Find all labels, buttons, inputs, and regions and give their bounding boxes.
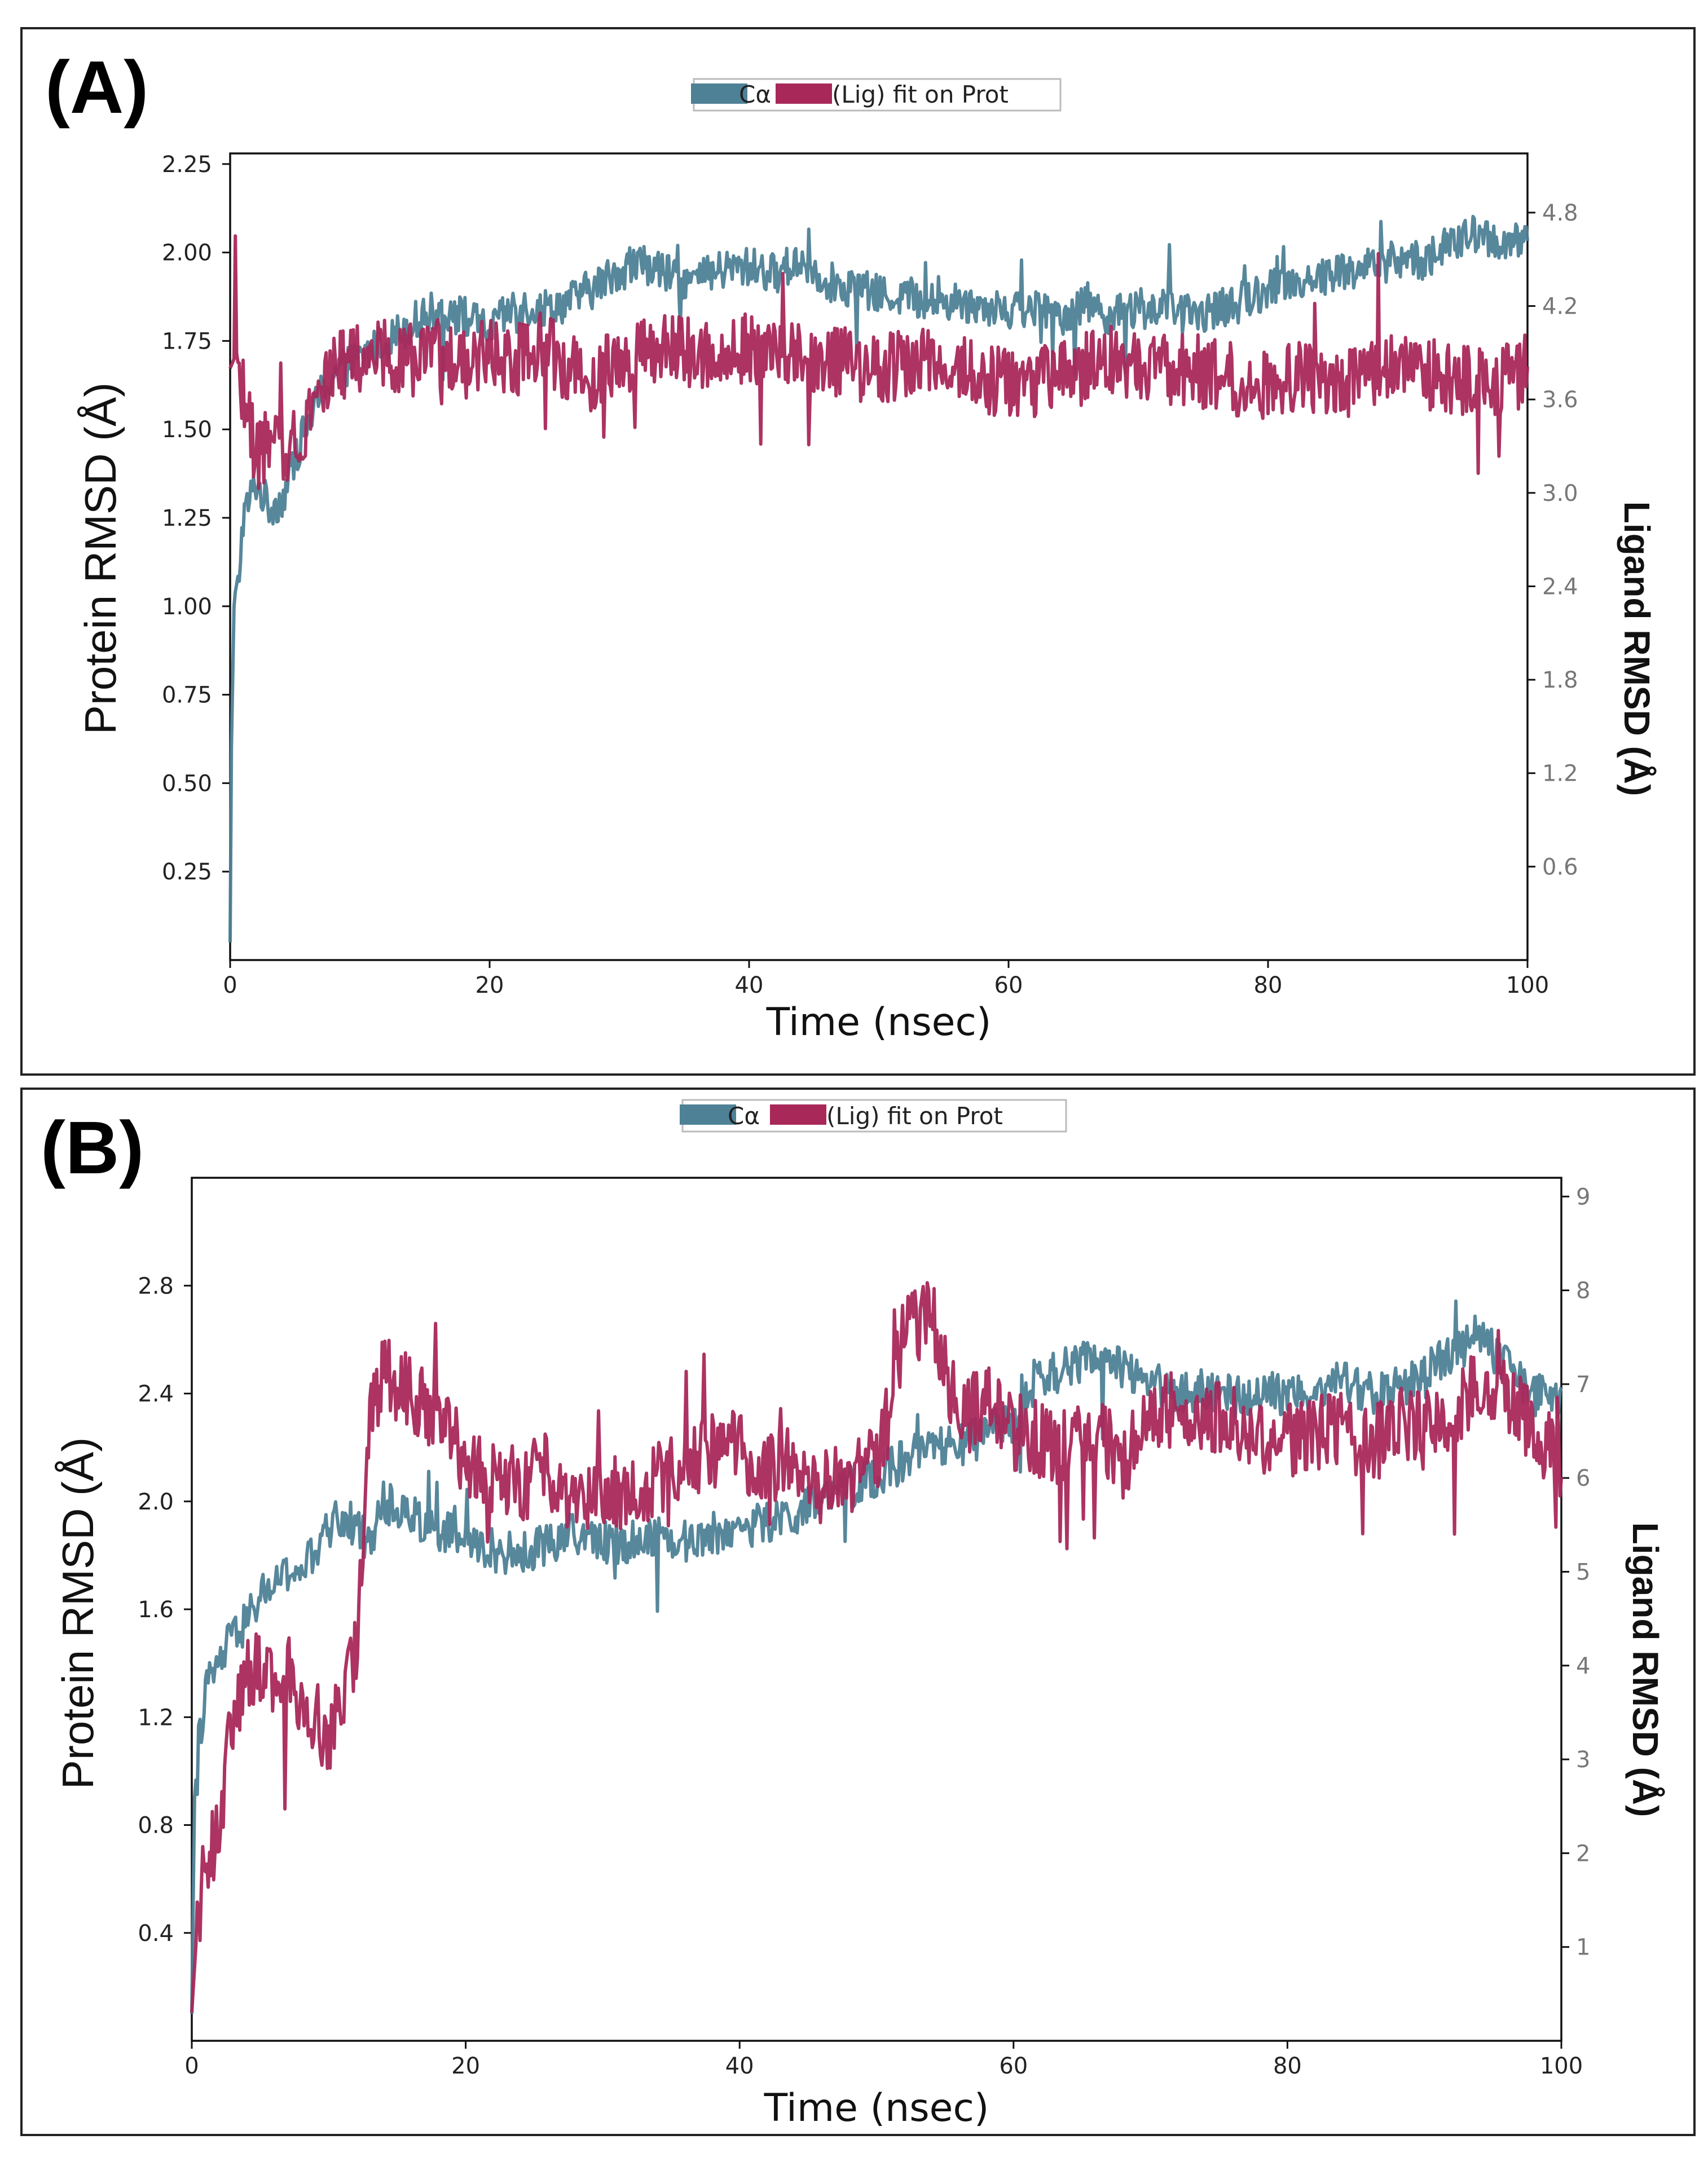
panel-a-series — [228, 214, 1529, 943]
panel-a-legend-label-protein: Cα — [739, 81, 771, 108]
y2-tick-label: 4 — [1576, 1653, 1590, 1679]
panel-a-plot-frame — [229, 152, 1529, 961]
panel-a-border — [20, 27, 1696, 1076]
y-tick-label: 2.0 — [138, 1489, 174, 1515]
series-ligand-line — [228, 234, 1529, 490]
y-tick-label: 0.8 — [138, 1813, 174, 1839]
y2-tick-label: 6 — [1576, 1465, 1590, 1491]
panel-a-x-axis: 0 20 40 60 80 100 — [223, 960, 1549, 998]
panel-b-x-axis-title: Time (nsec) — [764, 2086, 989, 2130]
y-tick-label: 1.50 — [162, 417, 212, 443]
y-tick-label: 2.8 — [138, 1273, 174, 1299]
y2-tick-label: 2 — [1576, 1841, 1590, 1867]
y2-tick-label: 7 — [1576, 1372, 1590, 1398]
panel-a-label: (A) — [45, 46, 148, 129]
x-tick-label: 60 — [994, 972, 1023, 998]
panel-b-legend-label-protein: Cα — [728, 1102, 760, 1130]
panel-b-y-axis: 0.4 0.8 1.2 1.6 2.0 2.4 2.8 — [138, 1273, 192, 1947]
x-tick-label: 100 — [1506, 972, 1549, 998]
x-tick-label: 0 — [223, 972, 237, 998]
panel-a-x-axis-title: Time (nsec) — [766, 1000, 992, 1045]
panel-a-legend-box — [693, 78, 1062, 112]
panel-a-legend-swatch-protein — [691, 83, 747, 104]
y2-tick-label: 5 — [1576, 1559, 1590, 1585]
y2-tick-label: 1 — [1576, 1935, 1590, 1961]
y-tick-label: 0.4 — [138, 1921, 174, 1947]
panel-b-y2-axis-title: Ligand RMSD (Å) — [1625, 1522, 1666, 1817]
y-tick-label: 1.6 — [138, 1597, 174, 1623]
panel-a-y-axis-title: Protein RMSD (Å) — [76, 382, 125, 734]
x-tick-label: 0 — [184, 2053, 199, 2079]
panel-b: (B) Cα (Lig) fit on Prot 0 20 40 60 80 100 0.… — [20, 1088, 1696, 2136]
x-tick-label: 80 — [1254, 972, 1283, 998]
y2-tick-label: 2.4 — [1542, 574, 1578, 600]
y-tick-label: 1.2 — [138, 1705, 174, 1731]
panel-a-legend-swatch-ligand — [776, 83, 832, 104]
y-tick-label: 2.4 — [138, 1381, 174, 1407]
x-tick-label: 80 — [1273, 2053, 1302, 2079]
y2-tick-label: 3.0 — [1542, 481, 1578, 507]
y-tick-label: 2.25 — [162, 152, 212, 178]
y-tick-label: 2.00 — [162, 240, 212, 266]
y-tick-label: 1.25 — [162, 505, 212, 531]
x-tick-label: 40 — [735, 972, 764, 998]
panel-b-x-axis: 0 20 40 60 80 100 — [184, 2041, 1583, 2079]
y-tick-label: 0.75 — [162, 683, 212, 708]
y2-tick-label: 3 — [1576, 1747, 1590, 1773]
y2-tick-label: 1.2 — [1542, 761, 1578, 787]
x-tick-label: 20 — [476, 972, 504, 998]
panel-a-y2-axis-title: Ligand RMSD (Å) — [1617, 501, 1657, 796]
panel-a: (A) Cα (Lig) fit on Prot 0 20 40 60 80 100 0.… — [20, 27, 1696, 1076]
y2-tick-label: 4.8 — [1542, 200, 1578, 226]
panel-b-legend: Cα (Lig) fit on Prot — [680, 1099, 1067, 1133]
x-tick-label: 60 — [999, 2053, 1028, 2079]
y-tick-label: 0.25 — [162, 859, 212, 885]
panel-b-y2-axis: 1 2 3 4 5 6 7 8 9 — [1561, 1184, 1590, 1961]
panel-a-y2-axis: 0.6 1.2 1.8 2.4 3.0 3.6 4.2 4.8 — [1527, 200, 1578, 880]
panel-a-legend: Cα (Lig) fit on Prot — [691, 78, 1062, 112]
panel-b-border — [20, 1088, 1696, 2136]
panel-b-legend-swatch-ligand — [770, 1104, 826, 1125]
y2-tick-label: 1.8 — [1542, 667, 1578, 693]
panel-a-legend-label-ligand: (Lig) fit on Prot — [832, 81, 1009, 108]
x-tick-label: 20 — [451, 2053, 480, 2079]
y2-tick-label: 0.6 — [1542, 854, 1578, 880]
panel-a-y-axis: 0.25 0.50 0.75 1.00 1.25 1.50 1.75 2.00 2.25 — [162, 152, 230, 885]
series-protein-line — [228, 214, 1529, 943]
y2-tick-label: 3.6 — [1542, 387, 1578, 413]
series-ligand-line — [190, 1281, 1563, 2013]
y-tick-label: 0.50 — [162, 771, 212, 796]
y-tick-label: 1.00 — [162, 594, 212, 620]
panel-b-legend-swatch-protein — [680, 1104, 736, 1125]
y2-tick-label: 4.2 — [1542, 294, 1578, 320]
y-tick-label: 1.75 — [162, 328, 212, 354]
panel-b-y-axis-title: Protein RMSD (Å) — [53, 1437, 103, 1789]
series-protein-line — [190, 1299, 1563, 2014]
y2-tick-label: 9 — [1576, 1184, 1590, 1210]
x-tick-label: 40 — [725, 2053, 754, 2079]
panel-b-legend-label-ligand: (Lig) fit on Prot — [826, 1102, 1003, 1130]
y2-tick-label: 8 — [1576, 1278, 1590, 1304]
panel-b-label: (B) — [41, 1106, 144, 1189]
x-tick-label: 100 — [1540, 2053, 1583, 2079]
panel-b-series — [190, 1281, 1563, 2014]
